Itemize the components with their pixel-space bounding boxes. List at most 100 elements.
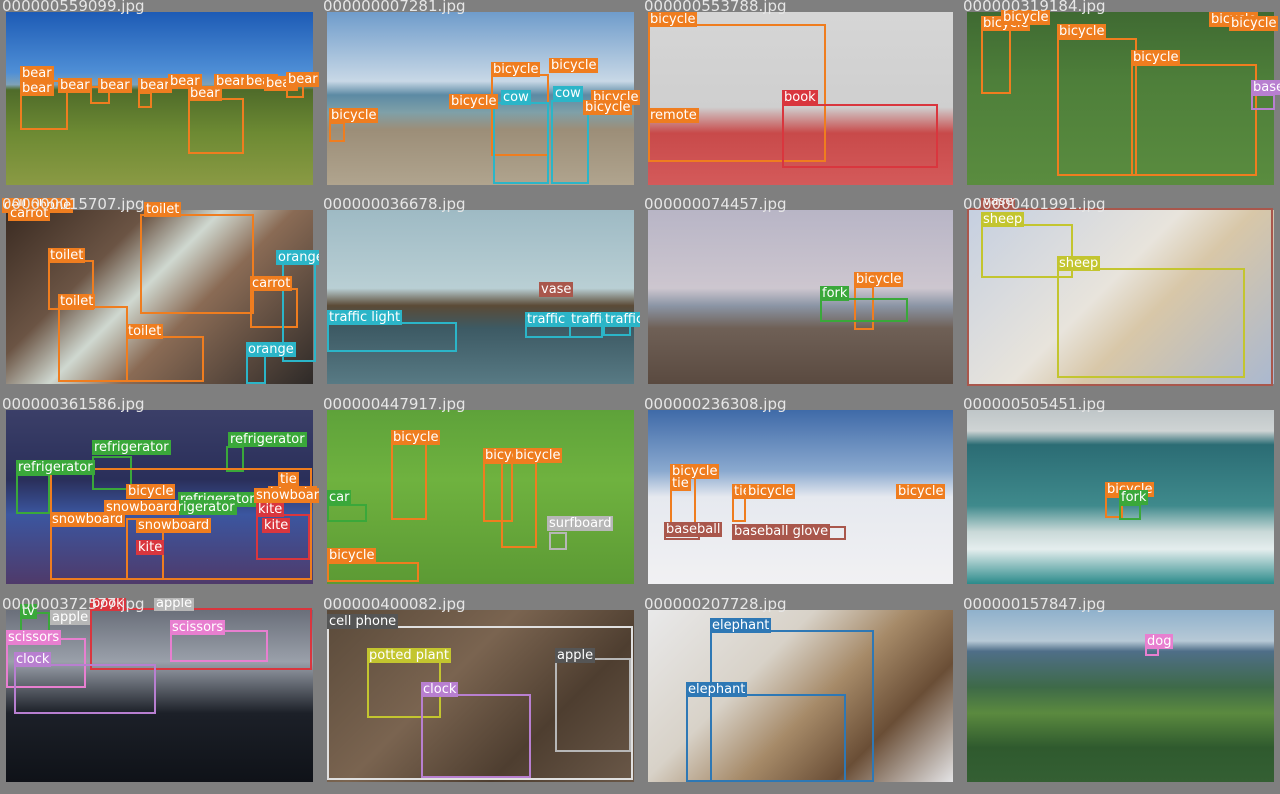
detection-box: [782, 104, 938, 168]
detection-box: [686, 694, 846, 782]
detection-label: bicycle: [648, 12, 698, 27]
detection-label: fork: [1119, 490, 1149, 505]
detection-box: [1119, 504, 1141, 520]
detection-label: bicycle: [1057, 24, 1107, 39]
detection-label: bear: [58, 78, 92, 93]
detection-label: bicycle: [329, 108, 379, 123]
detection-box: [329, 122, 345, 142]
detection-box: [555, 658, 631, 752]
detection-label: bear: [188, 86, 222, 101]
detection-label: traffic light: [603, 312, 640, 327]
detection-box: [501, 462, 537, 548]
filename-label: 000000036678.jpg: [323, 198, 466, 213]
detection-box: [493, 102, 549, 184]
detection-box: [327, 504, 367, 522]
photo-field-bears: [6, 12, 313, 185]
detection-label: carrot: [8, 206, 51, 221]
detection-label: snowboard: [136, 518, 212, 533]
detection-label: bicycle: [1229, 16, 1279, 31]
detection-box: [854, 286, 874, 330]
detection-label: bear: [214, 74, 248, 89]
mosaic-tile-4: 000000319184.jpg bicycle bicycle bicycle…: [961, 0, 1280, 196]
detection-label: apple: [50, 610, 91, 625]
detection-label: snowboard: [50, 512, 126, 527]
detection-label: clock: [14, 652, 52, 667]
detection-label: book: [782, 90, 818, 105]
detection-label: vase: [981, 198, 1016, 209]
detection-label: sheep: [981, 212, 1025, 227]
detection-box: [1131, 64, 1257, 176]
detection-box: [1057, 268, 1245, 378]
detection-box: [126, 336, 204, 382]
filename-label: 000000553788.jpg: [644, 0, 787, 15]
detection-box: [981, 28, 1011, 94]
detection-label: refrigerator: [92, 440, 171, 455]
detection-label: tv: [20, 604, 37, 619]
detection-box: [226, 446, 244, 472]
detection-label: apple: [555, 648, 596, 663]
filename-label: 000000074457.jpg: [644, 198, 787, 213]
filename-label: 000000015707.jpg: [2, 198, 145, 213]
detection-box: [549, 532, 567, 550]
detection-box: [16, 474, 50, 514]
detection-label: bicycle: [583, 100, 633, 115]
photo-dogs-bed: [967, 210, 1274, 384]
mosaic-tile-5: 000000015707.jpg cell phone carrot toile…: [0, 198, 319, 396]
mosaic-tile-2: 000000007281.jpg bicycle bicycle bicycle…: [321, 0, 640, 196]
detection-label: car: [327, 490, 352, 505]
detection-label: bear: [20, 66, 54, 81]
detection-label: toilet: [58, 294, 96, 309]
detection-box: [820, 298, 908, 322]
detection-box: [967, 208, 1273, 386]
detection-label: snowboard: [254, 488, 319, 503]
filename-label: 000000157847.jpg: [963, 598, 1106, 613]
detection-label: bicycle: [896, 484, 946, 499]
filename-label: 000000505451.jpg: [963, 398, 1106, 413]
detection-box: [1105, 496, 1123, 518]
detection-box: [14, 664, 156, 714]
detection-box: [327, 562, 419, 582]
detection-label: bear: [98, 78, 132, 93]
detection-box: [140, 214, 254, 314]
photo-pier-beach: [648, 210, 953, 384]
detection-label: snowboard: [104, 500, 180, 515]
detection-label: base: [1251, 80, 1280, 95]
detection-label: bicycle: [1001, 10, 1051, 25]
filename-label: 000000447917.jpg: [323, 398, 466, 413]
detection-label: bear: [20, 81, 54, 96]
detection-label: bicycle: [449, 94, 499, 109]
detection-label: potted plant: [367, 648, 451, 663]
detection-box: [90, 608, 312, 670]
mosaic-tile-3: 000000553788.jpg bicycle book remote: [642, 0, 959, 196]
detection-box: [648, 24, 826, 162]
detection-label: bear: [168, 74, 202, 89]
detection-label: cow: [501, 90, 531, 105]
detection-box: [421, 694, 531, 778]
detection-label: toilet: [48, 248, 86, 263]
detection-label: scissors: [170, 620, 226, 635]
detection-label: toilet: [144, 202, 182, 217]
detection-box: [551, 100, 589, 184]
detection-label: refrigerator: [16, 460, 95, 475]
mosaic-tile-8: 000000401991.jpg vase sheep sheep: [961, 198, 1280, 396]
detection-label: bicycle: [126, 484, 176, 499]
detection-box: [246, 354, 266, 384]
detection-box: [732, 496, 746, 522]
filename-label: 000000559099.jpg: [2, 0, 145, 15]
detection-label: orange: [246, 342, 296, 357]
detection-label: scissors: [6, 630, 62, 645]
detection-label: sheep: [1057, 256, 1101, 271]
detection-label: remote: [648, 108, 699, 123]
detection-label: bicycle: [327, 548, 377, 563]
mosaic-tile-6: 000000036678.jpg vase traffic light traf…: [321, 198, 640, 396]
detection-box: [483, 462, 513, 522]
photo-hotdog-table: [327, 610, 634, 782]
filename-label: 000000361586.jpg: [2, 398, 145, 413]
detection-label: fork: [820, 286, 850, 301]
detection-label: apple: [154, 598, 195, 611]
detection-label: orange: [276, 250, 319, 265]
detection-label: cow: [553, 86, 583, 101]
detection-label: bicycle: [1131, 50, 1181, 65]
mosaic-tile-7: 000000074457.jpg bicycle fork: [642, 198, 959, 396]
photo-valley-hills: [967, 610, 1274, 782]
